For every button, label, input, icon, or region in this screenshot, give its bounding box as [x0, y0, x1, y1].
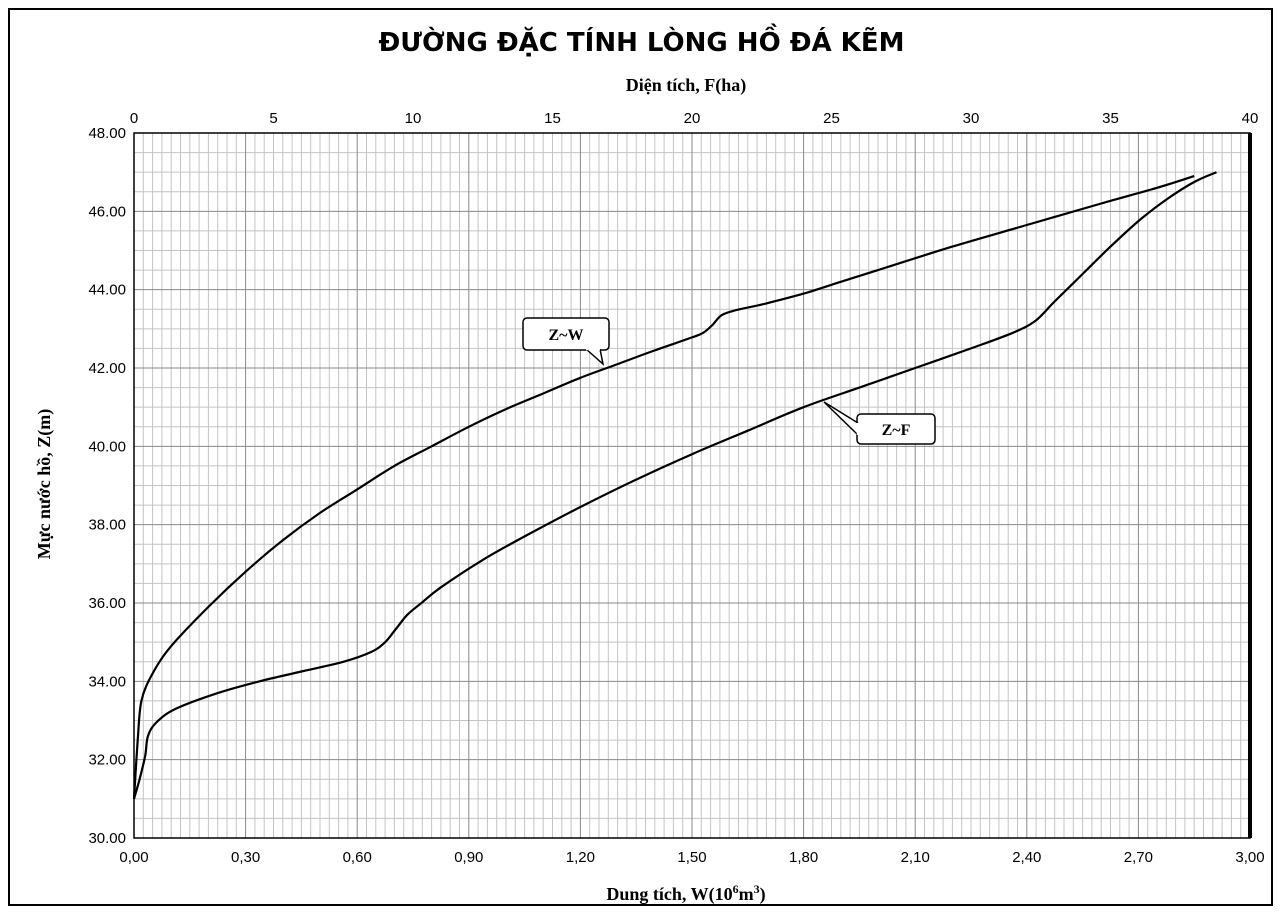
x-top-tick-label: 15	[544, 110, 561, 127]
callout-zw-box	[522, 317, 610, 351]
grid-major	[134, 133, 1250, 838]
x-bottom-tick-label: 1,80	[789, 849, 818, 866]
x-top-tick-label: 40	[1242, 110, 1259, 127]
y-tick-label: 34.00	[88, 673, 126, 690]
y-tick-label: 38.00	[88, 517, 126, 534]
y-tick-label: 32.00	[88, 752, 126, 769]
x-bottom-tick-label: 2,40	[1012, 849, 1041, 866]
x-top-tick-label: 0	[130, 110, 138, 127]
x-top-tick-label: 5	[269, 110, 277, 127]
y-tick-label: 30.00	[88, 830, 126, 847]
x-bottom-tick-labels: 0,00 0,30 0,60 0,90 1,20 1,50 1,80 2,10 2,40 2,70…	[119, 849, 1264, 866]
x-top-tick-label: 20	[684, 110, 701, 127]
y-tick-labels: 30.00 32.00 34.00 36.00 38.00 40.00 42.00 44.00…	[88, 125, 126, 847]
x-top-tick-label: 10	[405, 110, 422, 127]
x-top-axis-label: Diện tích, F(ha)	[626, 75, 747, 96]
y-tick-label: 36.00	[88, 595, 126, 612]
y-tick-label: 44.00	[88, 282, 126, 299]
x-bottom-tick-label: 1,50	[677, 849, 706, 866]
x-top-tick-label: 35	[1102, 110, 1119, 127]
x-bottom-tick-label: 2,70	[1124, 849, 1153, 866]
series-lines	[132, 171, 1217, 800]
x-bottom-tick-label: 0,30	[231, 849, 260, 866]
callout-zf-text: Z~F	[882, 422, 911, 439]
series-line-z-w	[132, 175, 1195, 799]
x-top-tick-labels: 0 5 10 15 20 25 30 35 40	[130, 110, 1259, 127]
x-bottom-tick-label: 3,00	[1235, 849, 1264, 866]
x-bottom-tick-label: 1,20	[566, 849, 595, 866]
x-top-tick-label: 25	[823, 110, 840, 127]
callout-zw: Z~W	[522, 317, 610, 367]
y-tick-label: 48.00	[88, 125, 126, 142]
y-tick-label: 42.00	[88, 360, 126, 377]
callout-zf: Z~F	[823, 401, 936, 445]
x-bottom-tick-label: 2,10	[901, 849, 930, 866]
chart-frame	[8, 8, 1273, 906]
callout-zw-tail	[585, 348, 605, 367]
callout-zf-tail	[823, 401, 859, 436]
y-tick-label: 46.00	[88, 203, 126, 220]
series-line-z-f	[132, 171, 1217, 800]
callouts: Z~W Z~F	[522, 317, 936, 445]
x-bottom-axis-label: Dung tích, W(106m3)	[606, 882, 765, 905]
y-tick-label: 40.00	[88, 438, 126, 455]
x-bottom-tick-label: 0,90	[454, 849, 483, 866]
x-bottom-tick-label: 0,00	[119, 849, 148, 866]
y-axis-label: Mực nước hồ, Z(m)	[34, 409, 55, 560]
x-bottom-tick-label: 0,60	[343, 849, 372, 866]
callout-zw-text: Z~W	[549, 327, 584, 344]
chart-title: ĐƯỜNG ĐẶC TÍNH LÒNG HỒ ĐÁ KẼM	[378, 28, 905, 58]
x-top-tick-label: 30	[963, 110, 980, 127]
